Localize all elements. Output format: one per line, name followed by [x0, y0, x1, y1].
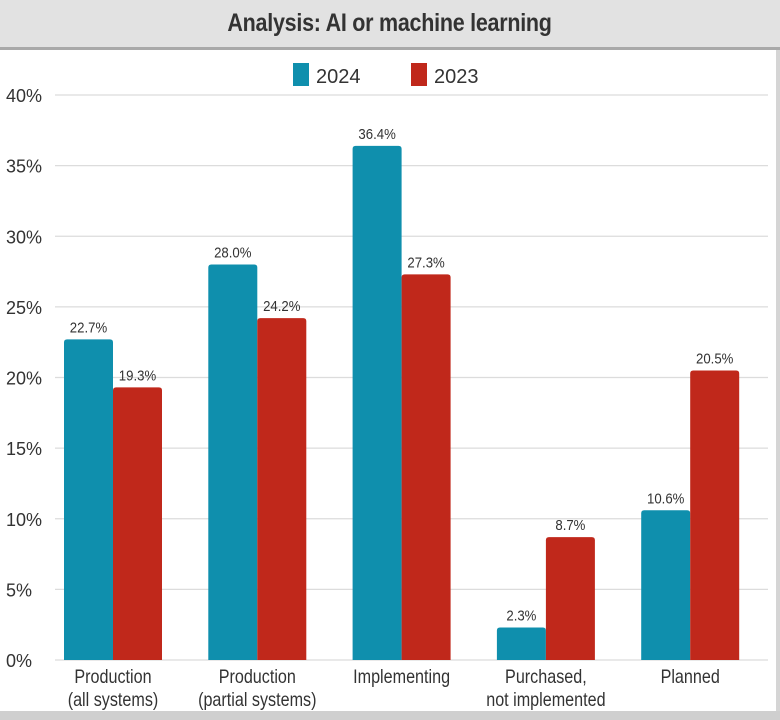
y-tick-label: 35% [6, 157, 42, 177]
bar-2024 [496, 627, 546, 660]
x-tick-label: Implementing [353, 666, 450, 688]
bar-2024 [641, 510, 691, 660]
y-tick-label: 15% [6, 439, 42, 459]
legend-label-2023: 2023 [434, 66, 479, 88]
chart-title: Analysis: AI or machine learning [227, 9, 553, 37]
data-label-2024: 22.7% [70, 319, 108, 336]
right-edge [776, 50, 780, 720]
data-label-2024: 2.3% [506, 607, 536, 624]
bar-2023 [401, 274, 451, 660]
data-label-2024: 36.4% [358, 125, 396, 142]
bottom-border [0, 711, 780, 720]
bar-2024 [352, 145, 402, 661]
x-tick-label: (all systems) [68, 689, 159, 711]
y-tick-label: 5% [6, 580, 32, 600]
bar-2024 [208, 264, 258, 660]
y-tick-label: 30% [6, 227, 42, 247]
bar-2024 [64, 339, 113, 660]
bar-2023 [113, 387, 162, 660]
legend-swatch-2023 [411, 63, 427, 86]
data-label-2023: 24.2% [263, 297, 301, 314]
data-label-2023: 19.3% [119, 367, 157, 384]
data-label-2023: 20.5% [696, 350, 734, 367]
x-tick-label: Production [219, 666, 296, 688]
y-tick-label: 25% [6, 298, 42, 318]
x-tick-label: (partial systems) [198, 689, 316, 711]
y-tick-label: 0% [6, 651, 32, 671]
y-tick-label: 10% [6, 510, 42, 530]
bar-2023 [690, 370, 740, 660]
chart-title-bar: Analysis: AI or machine learning [0, 0, 780, 50]
y-tick-label: 20% [6, 369, 42, 389]
bar-2023 [257, 318, 307, 660]
legend-swatch-2024 [293, 63, 309, 86]
x-tick-label: not implemented [486, 689, 605, 711]
x-tick-label: Planned [661, 666, 720, 688]
y-tick-label: 40% [6, 86, 42, 106]
data-label-2024: 28.0% [214, 244, 252, 261]
data-label-2023: 8.7% [555, 516, 585, 533]
data-label-2024: 10.6% [647, 489, 685, 506]
x-tick-label: Production [74, 666, 151, 688]
data-label-2023: 27.3% [407, 254, 445, 271]
x-tick-label: Purchased, [505, 666, 587, 688]
bar-2023 [545, 537, 595, 660]
legend-label-2024: 2024 [316, 66, 361, 88]
